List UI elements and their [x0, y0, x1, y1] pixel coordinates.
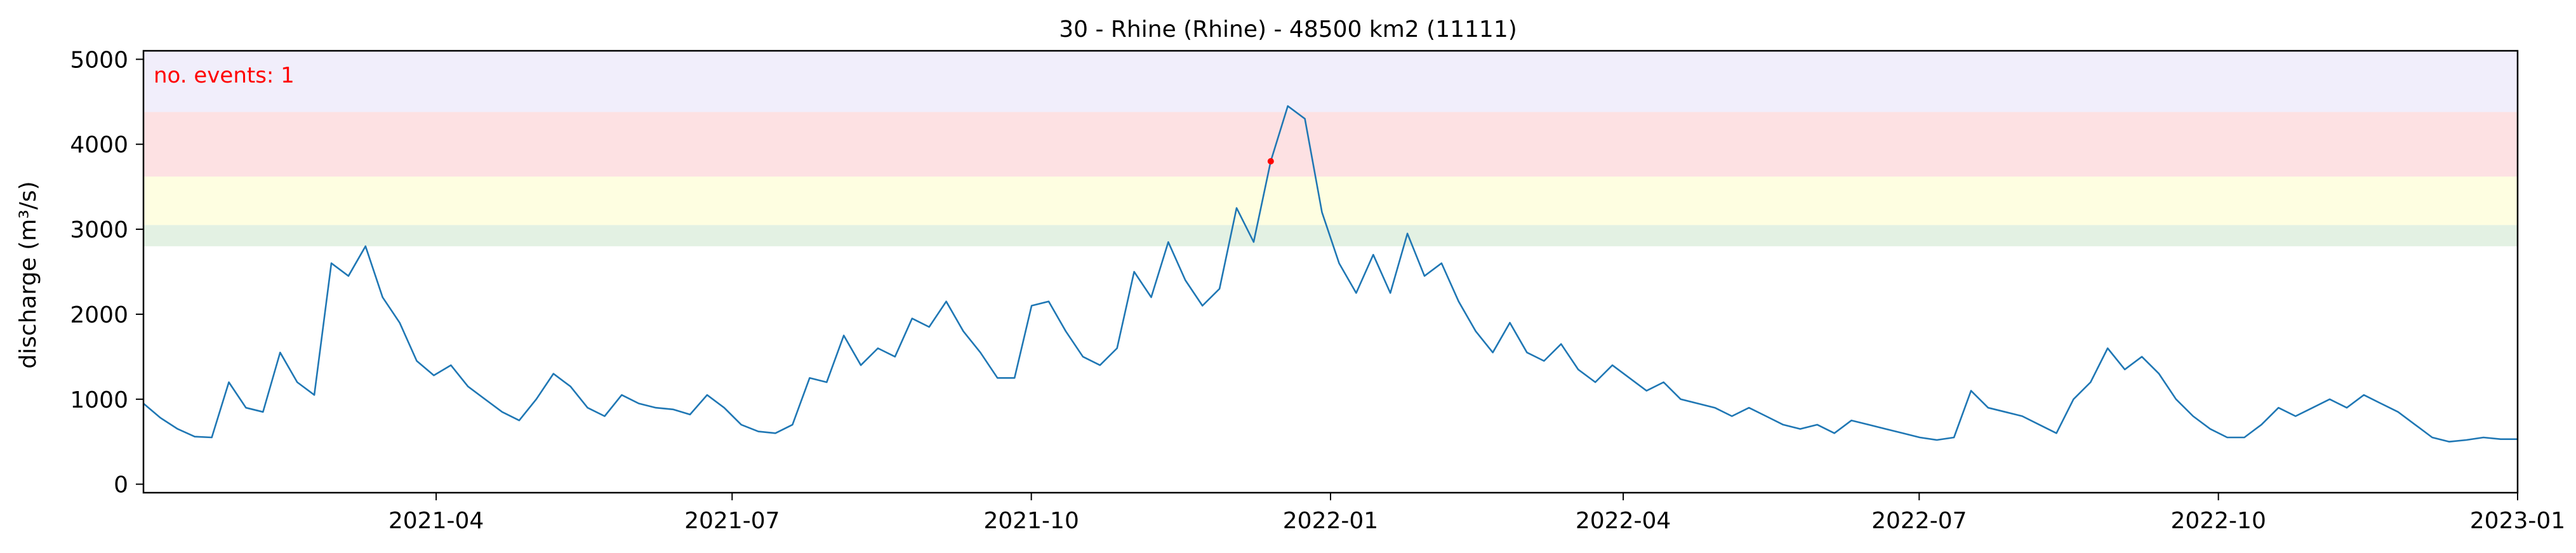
threshold-band_4 [143, 51, 2518, 112]
x-tick-label: 2022-07 [1871, 508, 1967, 534]
x-tick-label: 2021-10 [983, 508, 1079, 534]
x-tick-label: 2022-01 [1283, 508, 1378, 534]
y-tick-label: 5000 [70, 47, 128, 73]
y-axis-label: discharge (m³/s) [15, 181, 41, 368]
y-axis-ticks: 0 1000 2000 3000 4000 5000 [70, 47, 143, 498]
threshold-band_2 [143, 177, 2518, 225]
x-tick-label: 2022-04 [1576, 508, 1671, 534]
y-tick-label: 3000 [70, 217, 128, 243]
x-tick-label: 2021-07 [684, 508, 780, 534]
events-count-annotation: no. events: 1 [154, 63, 295, 88]
x-tick-label: 2023-01 [2470, 508, 2565, 534]
threshold-bands [143, 51, 2518, 246]
y-tick-label: 4000 [70, 132, 128, 158]
y-tick-label: 1000 [70, 387, 128, 413]
chart-title: 30 - Rhine (Rhine) - 48500 km2 (11111) [1059, 17, 1517, 43]
threshold-band_3 [143, 112, 2518, 177]
x-axis-ticks: 2021-04 2021-07 2021-10 2022-01 2022-04 2022-… [388, 493, 2565, 534]
event-marker [1268, 158, 1274, 164]
x-tick-label: 2022-10 [2170, 508, 2266, 534]
y-tick-label: 2000 [70, 302, 128, 328]
x-tick-label: 2021-04 [388, 508, 484, 534]
y-tick-label: 0 [114, 472, 128, 498]
